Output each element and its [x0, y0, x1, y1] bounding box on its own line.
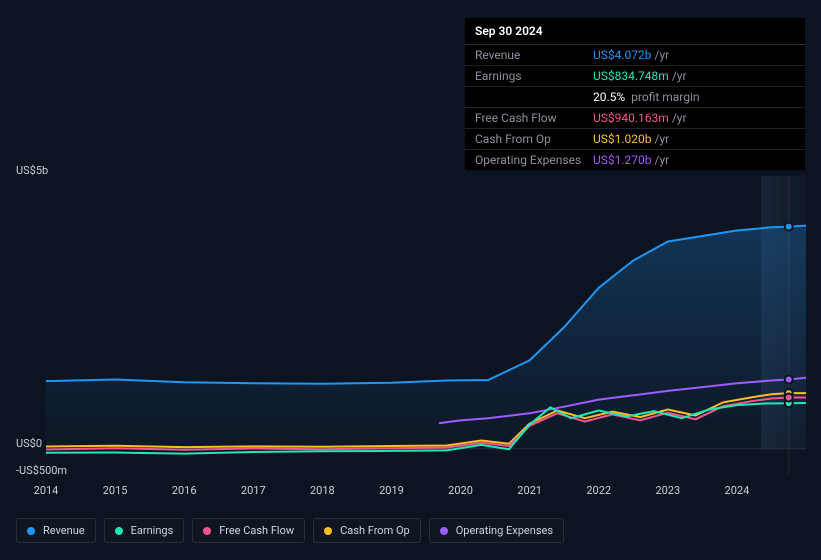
tooltip-label: Operating Expenses — [475, 153, 593, 167]
x-tick-label: 2021 — [517, 484, 542, 497]
x-tick-label: 2024 — [725, 484, 750, 497]
x-tick-label: 2018 — [310, 484, 335, 497]
tooltip-row-revenue: RevenueUS$4.072b/yr — [465, 45, 805, 66]
legend-item-earnings[interactable]: Earnings — [104, 518, 185, 543]
x-tick-label: 2016 — [172, 484, 197, 497]
legend-swatch — [115, 527, 123, 535]
legend-item-cfo[interactable]: Cash From Op — [313, 518, 421, 543]
legend-item-opex[interactable]: Operating Expenses — [429, 518, 564, 543]
end-dot-fcf — [785, 393, 793, 401]
legend-swatch — [324, 527, 332, 535]
tooltip-label: Earnings — [475, 69, 593, 83]
x-tick-label: 2015 — [103, 484, 128, 497]
x-tick-label: 2019 — [379, 484, 404, 497]
hover-tooltip: Sep 30 2024 RevenueUS$4.072b/yrEarningsU… — [465, 18, 805, 170]
tooltip-row-earnings: EarningsUS$834.748m/yr — [465, 66, 805, 87]
end-dot-opex — [785, 375, 793, 383]
x-tick-label: 2023 — [655, 484, 680, 497]
x-tick-label: 2020 — [448, 484, 473, 497]
tooltip-value: US$940.163m/yr — [593, 111, 687, 125]
x-tick-label: 2022 — [586, 484, 611, 497]
tooltip-row-cfo: Cash From OpUS$1.020b/yr — [465, 129, 805, 150]
legend-label: Operating Expenses — [456, 524, 553, 537]
legend-label: Cash From Op — [340, 524, 410, 537]
tooltip-value: US$4.072b/yr — [593, 48, 669, 62]
y-tick-label: US$0 — [16, 437, 42, 450]
tooltip-label — [475, 90, 593, 104]
tooltip-label: Cash From Op — [475, 132, 593, 146]
legend-label: Revenue — [43, 524, 85, 537]
legend-item-fcf[interactable]: Free Cash Flow — [192, 518, 305, 543]
tooltip-value: US$1.270b/yr — [593, 153, 669, 167]
tooltip-row-opex: Operating ExpensesUS$1.270b/yr — [465, 150, 805, 170]
tooltip-row-fcf: Free Cash FlowUS$940.163m/yr — [465, 108, 805, 129]
x-tick-label: 2017 — [241, 484, 266, 497]
tooltip-label: Free Cash Flow — [475, 111, 593, 125]
tooltip-label: Revenue — [475, 48, 593, 62]
tooltip-row-profit_margin: 20.5% profit margin — [465, 87, 805, 108]
line-chart[interactable] — [46, 176, 806, 476]
legend-label: Free Cash Flow — [219, 524, 294, 537]
x-tick-label: 2014 — [34, 484, 59, 497]
legend-label: Earnings — [131, 524, 174, 537]
legend-swatch — [27, 527, 35, 535]
tooltip-date: Sep 30 2024 — [465, 18, 805, 45]
legend-swatch — [440, 527, 448, 535]
tooltip-value: 20.5% profit margin — [593, 90, 700, 104]
legend-item-revenue[interactable]: Revenue — [16, 518, 96, 543]
x-axis-labels: 2014201520162017201820192020202120222023… — [46, 484, 806, 500]
end-dot-revenue — [785, 223, 793, 231]
y-tick-label: US$5b — [16, 164, 48, 177]
legend: Revenue Earnings Free Cash Flow Cash From O… — [16, 518, 564, 543]
tooltip-value: US$1.020b/yr — [593, 132, 669, 146]
tooltip-value: US$834.748m/yr — [593, 69, 687, 83]
legend-swatch — [203, 527, 211, 535]
